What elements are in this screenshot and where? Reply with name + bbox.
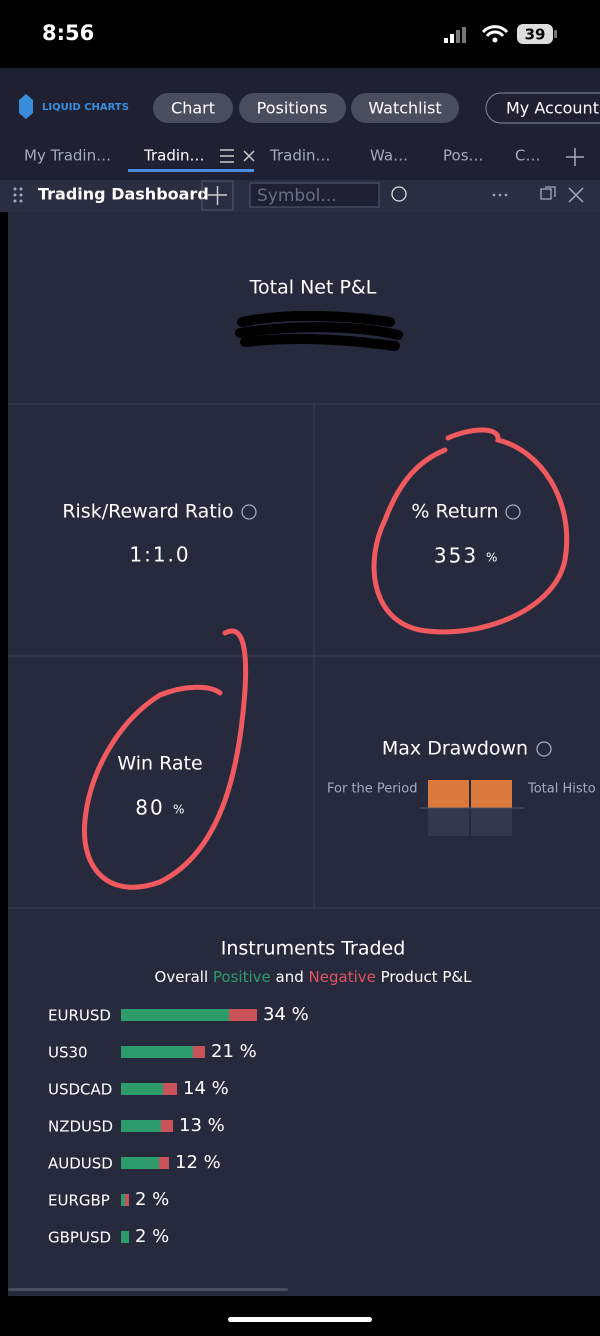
instrument-value: 14 % (183, 1078, 229, 1099)
return-label: % Return (411, 501, 498, 523)
scrollbar (8, 1288, 288, 1291)
instrument-bars: EURUSD 34 % US30 21 % USDCAD 14 % NZDUSD 13 % AU… (48, 1004, 309, 1247)
negative-bar (163, 1083, 177, 1095)
subtitle-negative: Negative (309, 968, 376, 986)
subtitle-part: and (276, 968, 304, 986)
symbol-placeholder[interactable]: Symbol... (257, 186, 337, 206)
instrument-value: 2 % (135, 1226, 169, 1247)
info-icon[interactable] (241, 504, 257, 520)
positive-bar (121, 1157, 159, 1169)
instrument-name: AUDUSD (48, 1155, 113, 1173)
positive-bar (121, 1083, 163, 1095)
drag-handle[interactable] (13, 187, 23, 203)
drawdown-right-label: Total Histo (527, 782, 596, 797)
add-tab[interactable] (566, 148, 584, 166)
symbol-input[interactable] (249, 182, 380, 208)
instrument-value: 12 % (175, 1152, 221, 1173)
home-area (0, 1296, 600, 1336)
nav-button[interactable] (153, 93, 233, 123)
instrument-value: 13 % (179, 1115, 225, 1136)
negative-bar (125, 1194, 129, 1206)
close-icon[interactable] (568, 187, 584, 203)
drawdown-chart (420, 780, 524, 836)
home-indicator (228, 1317, 372, 1322)
tab[interactable]: Wa… (370, 147, 408, 165)
total-pl-label: Total Net P&L (249, 277, 377, 299)
instrument-value: 21 % (211, 1041, 257, 1062)
nav-button-label[interactable]: Positions (257, 99, 328, 118)
nav-button[interactable] (239, 93, 346, 123)
clock: 8:56 (42, 21, 94, 45)
logo: LIQUID CHARTS (42, 102, 129, 113)
nav-button-label[interactable]: Chart (171, 99, 215, 118)
nav-button[interactable] (351, 93, 459, 123)
instruments-title: Instruments Traded (221, 938, 406, 960)
subtitle-part: Overall (155, 968, 209, 986)
win-rate-label: Win Rate (117, 753, 202, 775)
positive-bar (121, 1194, 125, 1206)
win-rate-unit: % (173, 803, 184, 817)
battery (517, 24, 553, 44)
instrument-name: EURGBP (48, 1192, 110, 1210)
negative-bar (193, 1046, 205, 1058)
instrument-name: US30 (48, 1044, 88, 1062)
instruments-subtitle: Overall Positive and Negative Product P&… (155, 968, 473, 986)
negative-bar (159, 1157, 169, 1169)
signal (444, 27, 466, 43)
positive-bar (121, 1231, 129, 1243)
nav-button-label[interactable]: Watchlist (368, 99, 441, 118)
risk-reward-label: Risk/Reward Ratio (62, 501, 233, 523)
tab[interactable]: C… (515, 147, 540, 165)
positive-bar (121, 1120, 161, 1132)
nav-buttons: Chart Positions Watchlist My Account (153, 92, 600, 124)
subtitle-part: Product P&L (381, 968, 472, 986)
redaction (235, 310, 403, 351)
info-icon[interactable] (391, 186, 407, 202)
nav-button[interactable] (485, 92, 600, 124)
annotation-circle (371, 427, 570, 635)
return-unit: % (486, 551, 497, 565)
tab-underline (128, 169, 254, 172)
tab[interactable]: Tradin… (269, 147, 331, 165)
add-icon (208, 186, 227, 205)
info-icon[interactable] (505, 504, 521, 520)
tab[interactable]: My Tradin… (24, 147, 111, 165)
tab-icons[interactable] (220, 149, 255, 163)
logo-icon (19, 94, 33, 119)
negative-bar (229, 1009, 257, 1021)
tabs: My Tradin… Tradin… Tradin… Wa… Pos… C… (24, 147, 584, 172)
positive-bar (121, 1009, 229, 1021)
instrument-name: NZDUSD (48, 1118, 113, 1136)
max-drawdown-label: Max Drawdown (382, 738, 528, 760)
annotation-circle (81, 628, 249, 890)
drawdown-left-label: For the Period (327, 782, 417, 797)
add-widget[interactable] (201, 180, 234, 211)
nav-bar (0, 68, 600, 180)
battery-level: 39 (525, 26, 546, 44)
nav-button-label[interactable]: My Account (506, 99, 599, 118)
instrument-name: EURUSD (48, 1007, 111, 1025)
instrument-name: GBPUSD (48, 1229, 111, 1247)
instrument-value: 2 % (135, 1189, 169, 1210)
tab[interactable]: Pos… (443, 147, 484, 165)
more-icon[interactable] (492, 193, 508, 197)
return-value: 353 (434, 544, 478, 568)
win-rate-value: 80 (135, 796, 164, 820)
popout-icon[interactable] (540, 186, 556, 200)
wifi-dot (492, 37, 498, 43)
wifi (481, 25, 509, 38)
info-icon[interactable] (536, 741, 552, 757)
instrument-name: USDCAD (48, 1081, 112, 1099)
battery-tip (554, 30, 557, 38)
panel-title: Trading Dashboard (38, 185, 209, 204)
subtitle-positive: Positive (213, 968, 271, 986)
risk-reward-value: 1:1.0 (129, 543, 190, 567)
instrument-value: 34 % (263, 1004, 309, 1025)
positive-bar (121, 1046, 193, 1058)
negative-bar (161, 1120, 173, 1132)
tab-active[interactable]: Tradin… (143, 147, 205, 165)
